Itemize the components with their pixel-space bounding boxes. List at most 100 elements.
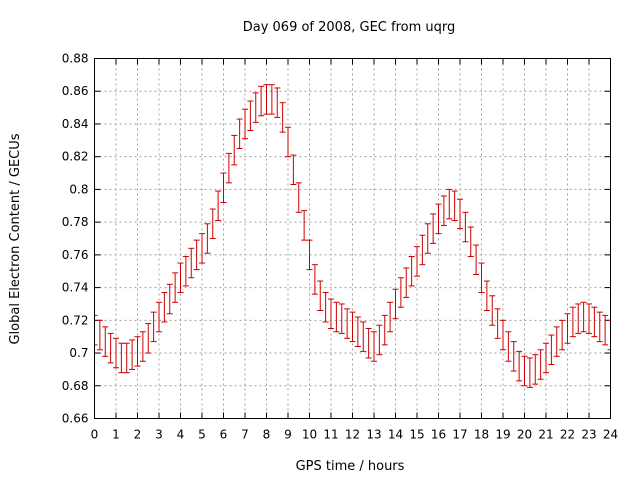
- error-bar-point: [279, 102, 286, 133]
- error-bar-point: [419, 234, 426, 266]
- error-bar-point: [473, 244, 480, 275]
- error-bars: [94, 84, 611, 388]
- error-bar-point: [510, 341, 517, 372]
- error-bar-point: [408, 256, 415, 287]
- error-bar-point: [199, 233, 205, 264]
- y-tick-label: 0.66: [62, 412, 89, 426]
- x-tick-label: 19: [495, 428, 510, 442]
- error-bar-point: [564, 313, 571, 344]
- x-tick-label: 23: [581, 428, 596, 442]
- error-bar-point: [129, 339, 136, 370]
- error-bar-point: [193, 239, 200, 271]
- x-tick-label: 7: [241, 428, 249, 442]
- error-bar-point: [247, 100, 254, 131]
- error-bar-point: [301, 210, 308, 241]
- error-bar-point: [371, 331, 377, 362]
- error-bar-point: [553, 326, 560, 357]
- chart-title: Day 069 of 2008, GEC from uqrg: [243, 20, 456, 35]
- error-bar-point: [139, 331, 146, 362]
- error-bar-point: [263, 84, 270, 115]
- error-bar-point: [231, 134, 238, 166]
- error-bar-point: [387, 301, 394, 333]
- x-tick-label: 12: [345, 428, 360, 442]
- error-bar-point: [365, 328, 372, 359]
- error-bar-point: [505, 331, 512, 362]
- y-tick-label: 0.76: [62, 248, 89, 262]
- error-bar-point: [268, 84, 275, 115]
- plot-frame: [94, 58, 611, 419]
- x-tick-label: 16: [431, 428, 446, 442]
- error-bar-point: [96, 319, 103, 351]
- error-bar-point: [532, 354, 539, 385]
- x-tick-label: 1: [112, 428, 120, 442]
- error-bar-point: [376, 324, 383, 356]
- error-bar-point: [161, 292, 168, 323]
- error-bar-point: [285, 126, 291, 158]
- error-bar-point: [225, 152, 232, 184]
- error-bar-point: [322, 292, 329, 323]
- y-tick-label: 0.74: [62, 281, 89, 295]
- error-bar-point: [354, 316, 361, 347]
- error-bar-point: [344, 308, 351, 339]
- error-bar-point: [543, 342, 549, 374]
- error-bar-point: [526, 357, 533, 388]
- error-bar-point: [580, 301, 587, 333]
- error-bar-point: [521, 355, 528, 387]
- error-bar-point: [295, 182, 302, 213]
- y-axis-label: Global Electron Content / GECUs: [8, 133, 23, 344]
- x-tick-label: 22: [560, 428, 575, 442]
- y-tick-label: 0.84: [62, 117, 89, 131]
- error-bar-point: [414, 246, 420, 277]
- error-bar-point: [338, 303, 345, 334]
- error-bar-point: [435, 203, 442, 235]
- error-bar-point: [317, 280, 324, 311]
- grid-lines: [94, 58, 611, 419]
- x-tick-label: 4: [177, 428, 185, 442]
- error-bar-point: [483, 280, 490, 311]
- error-bar-point: [204, 223, 211, 254]
- error-bar-point: [150, 311, 157, 343]
- error-bar-point: [134, 336, 141, 367]
- x-tick-label: 24: [603, 428, 618, 442]
- error-bar-point: [177, 262, 184, 293]
- y-tick-label: 0.78: [62, 215, 89, 229]
- error-bar-point: [462, 211, 469, 243]
- error-bar-point: [145, 323, 152, 354]
- error-bar-point: [440, 195, 447, 226]
- error-bar-point: [569, 306, 576, 338]
- error-bar-point: [467, 226, 474, 257]
- y-tick-label: 0.8: [69, 182, 88, 196]
- error-bar-point: [118, 342, 125, 374]
- y-tick-label: 0.7: [69, 346, 88, 360]
- error-bar-point: [586, 303, 592, 334]
- x-tick-label: 10: [302, 428, 317, 442]
- error-bar-point: [252, 92, 259, 123]
- error-bar-point: [446, 188, 453, 220]
- error-bar-point: [591, 306, 598, 338]
- error-bar-point: [548, 334, 555, 365]
- error-bar-point: [188, 247, 195, 279]
- x-axis-label: GPS time / hours: [296, 459, 405, 474]
- error-bar-point: [403, 267, 410, 298]
- x-tick-label: 5: [198, 428, 206, 442]
- error-bar-point: [328, 298, 334, 329]
- error-bar-point: [102, 326, 109, 357]
- error-bar-point: [430, 213, 437, 244]
- x-tick-label: 0: [91, 428, 99, 442]
- x-tick-label: 20: [517, 428, 532, 442]
- error-bar-point: [258, 85, 265, 117]
- x-tick-label: 14: [388, 428, 403, 442]
- y-tick-label: 0.88: [62, 52, 89, 66]
- error-bar-point: [451, 190, 458, 221]
- error-bar-point: [311, 264, 318, 295]
- y-tick-label: 0.72: [62, 313, 89, 327]
- error-bar-point: [575, 303, 582, 334]
- x-tick-label: 18: [474, 428, 489, 442]
- error-bar-point: [209, 208, 216, 239]
- error-bar-point: [274, 87, 281, 118]
- error-bar-point: [290, 154, 297, 185]
- error-bar-point: [172, 272, 179, 303]
- error-bar-point: [478, 262, 485, 293]
- error-bar-point: [494, 308, 501, 339]
